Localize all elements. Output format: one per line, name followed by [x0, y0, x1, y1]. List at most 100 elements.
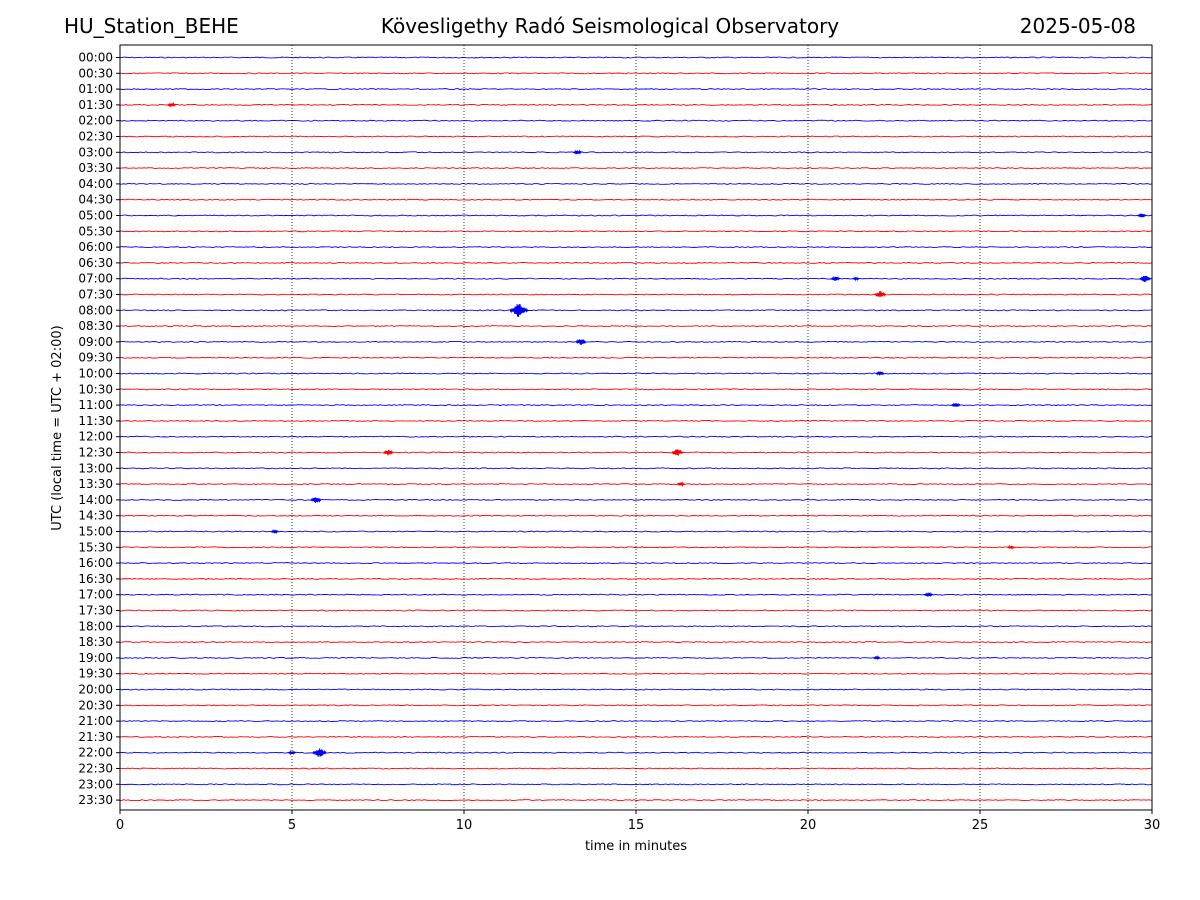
trace-line: [119, 609, 1153, 612]
seismic-event: [573, 149, 582, 156]
seismic-event: [1137, 213, 1146, 218]
trace-line: [119, 198, 1153, 201]
x-tick-label: 25: [972, 818, 989, 833]
trace-line: [119, 483, 1153, 486]
seismic-event: [671, 449, 684, 456]
y-tick-label: 14:00: [78, 493, 113, 507]
y-tick-label: 13:00: [78, 461, 113, 475]
x-axis-label: time in minutes: [585, 839, 687, 854]
y-tick-label: 21:30: [78, 730, 113, 744]
trace-line: [120, 498, 1153, 501]
seismic-event: [167, 101, 176, 108]
x-tick-label: 30: [1144, 818, 1161, 833]
y-tick-label: 07:00: [78, 272, 113, 286]
trace-line: [119, 325, 1153, 328]
y-tick-label: 14:30: [78, 509, 113, 523]
trace-line: [119, 672, 1153, 675]
trace-line: [119, 435, 1153, 438]
y-tick-label: 16:00: [78, 556, 113, 570]
y-tick-label: 17:00: [78, 588, 113, 602]
seismic-event: [830, 275, 840, 281]
seismic-event: [1139, 275, 1152, 283]
y-tick-label: 03:30: [78, 161, 113, 175]
trace-line: [119, 514, 1153, 517]
seismic-event: [575, 338, 587, 345]
trace-line: [119, 562, 1153, 565]
y-tick-label: 11:30: [78, 414, 113, 428]
y-tick-label: 19:00: [78, 651, 113, 665]
seismic-event: [270, 528, 279, 534]
y-tick-label: 00:30: [78, 66, 113, 80]
seismic-event: [873, 655, 881, 661]
y-axis-label: UTC (local time = UTC + 02:00): [50, 325, 65, 530]
x-tick-label: 15: [628, 818, 645, 833]
trace-line: [119, 277, 1153, 280]
station-label: HU_Station_BEHE: [64, 14, 239, 38]
y-tick-label: 20:00: [78, 683, 113, 697]
y-tick-label: 01:00: [78, 82, 113, 96]
seismic-event: [951, 402, 961, 408]
trace-line: [119, 388, 1153, 391]
y-tick-label: 22:30: [78, 762, 113, 776]
seismic-event: [875, 370, 885, 376]
y-tick-label: 21:00: [78, 714, 113, 728]
y-tick-label: 11:00: [78, 398, 113, 412]
trace-line: [119, 214, 1153, 217]
trace-line: [119, 799, 1153, 802]
grid-group: [291, 45, 981, 810]
y-tick-label: 00:00: [78, 51, 113, 65]
y-tick-label: 06:30: [78, 256, 113, 270]
seismic-event: [1007, 544, 1015, 550]
y-tick-label: 05:00: [78, 209, 113, 223]
y-tick-label: 23:30: [78, 793, 113, 807]
y-tick-label: 15:30: [78, 540, 113, 554]
y-tick-label: 02:30: [78, 130, 113, 144]
seismic-event: [288, 749, 297, 756]
seismic-event: [874, 291, 887, 297]
trace-line: [119, 735, 1153, 738]
y-tick-label: 18:00: [78, 619, 113, 633]
y-tick-label: 10:30: [78, 382, 113, 396]
y-tick-label: 12:30: [78, 446, 113, 460]
trace-line: [119, 372, 1153, 375]
y-tick-label: 09:00: [78, 335, 113, 349]
trace-line: [119, 688, 1153, 691]
x-tick-label: 10: [456, 818, 473, 833]
trace-line: [119, 451, 1153, 454]
chart-title: Kövesligethy Radó Seismological Observat…: [380, 14, 840, 38]
y-tick-label: 04:00: [78, 177, 113, 191]
seismic-event: [852, 276, 860, 282]
y-tick-label: 20:30: [78, 698, 113, 712]
y-tick-label: 22:00: [78, 746, 113, 760]
y-tick-label: 02:00: [78, 114, 113, 128]
trace-line: [119, 135, 1153, 138]
x-tick-label: 0: [116, 818, 124, 833]
y-tick-label: 12:00: [78, 430, 113, 444]
y-tick-label: 18:30: [78, 635, 113, 649]
y-tick-label: 17:30: [78, 604, 113, 618]
date-label: 2025-05-08: [1019, 14, 1136, 38]
trace-line: [119, 261, 1153, 264]
y-tick-label: 03:00: [78, 145, 113, 159]
trace-line: [119, 88, 1153, 91]
seismic-event: [924, 591, 933, 598]
seismic-event: [509, 304, 529, 317]
y-tick-label: 01:30: [78, 98, 113, 112]
seismic-event: [312, 748, 327, 757]
y-tick-label: 16:30: [78, 572, 113, 586]
x-tick-label: 20: [800, 818, 817, 833]
trace-line: [119, 625, 1153, 628]
seismic-event: [383, 450, 394, 456]
x-tick-label: 5: [288, 818, 296, 833]
y-tick-label: 04:30: [78, 193, 113, 207]
y-tick-label: 09:30: [78, 351, 113, 365]
y-tick-label: 07:30: [78, 288, 113, 302]
y-tick-label: 05:30: [78, 224, 113, 238]
seismic-event: [310, 497, 322, 504]
y-tick-label: 08:00: [78, 303, 113, 317]
trace-line: [119, 246, 1153, 249]
seismic-event: [676, 481, 685, 488]
y-tick-label: 06:00: [78, 240, 113, 254]
